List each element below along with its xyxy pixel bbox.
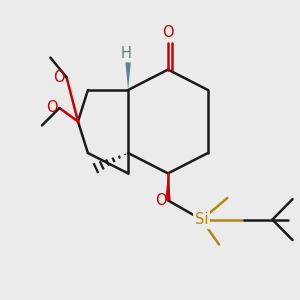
Text: H: H — [120, 46, 131, 61]
Text: O: O — [46, 100, 58, 116]
Text: O: O — [162, 25, 174, 40]
Polygon shape — [125, 62, 131, 90]
Text: Si: Si — [195, 212, 208, 227]
Text: O: O — [155, 193, 167, 208]
Polygon shape — [165, 173, 171, 200]
Text: O: O — [53, 70, 65, 85]
